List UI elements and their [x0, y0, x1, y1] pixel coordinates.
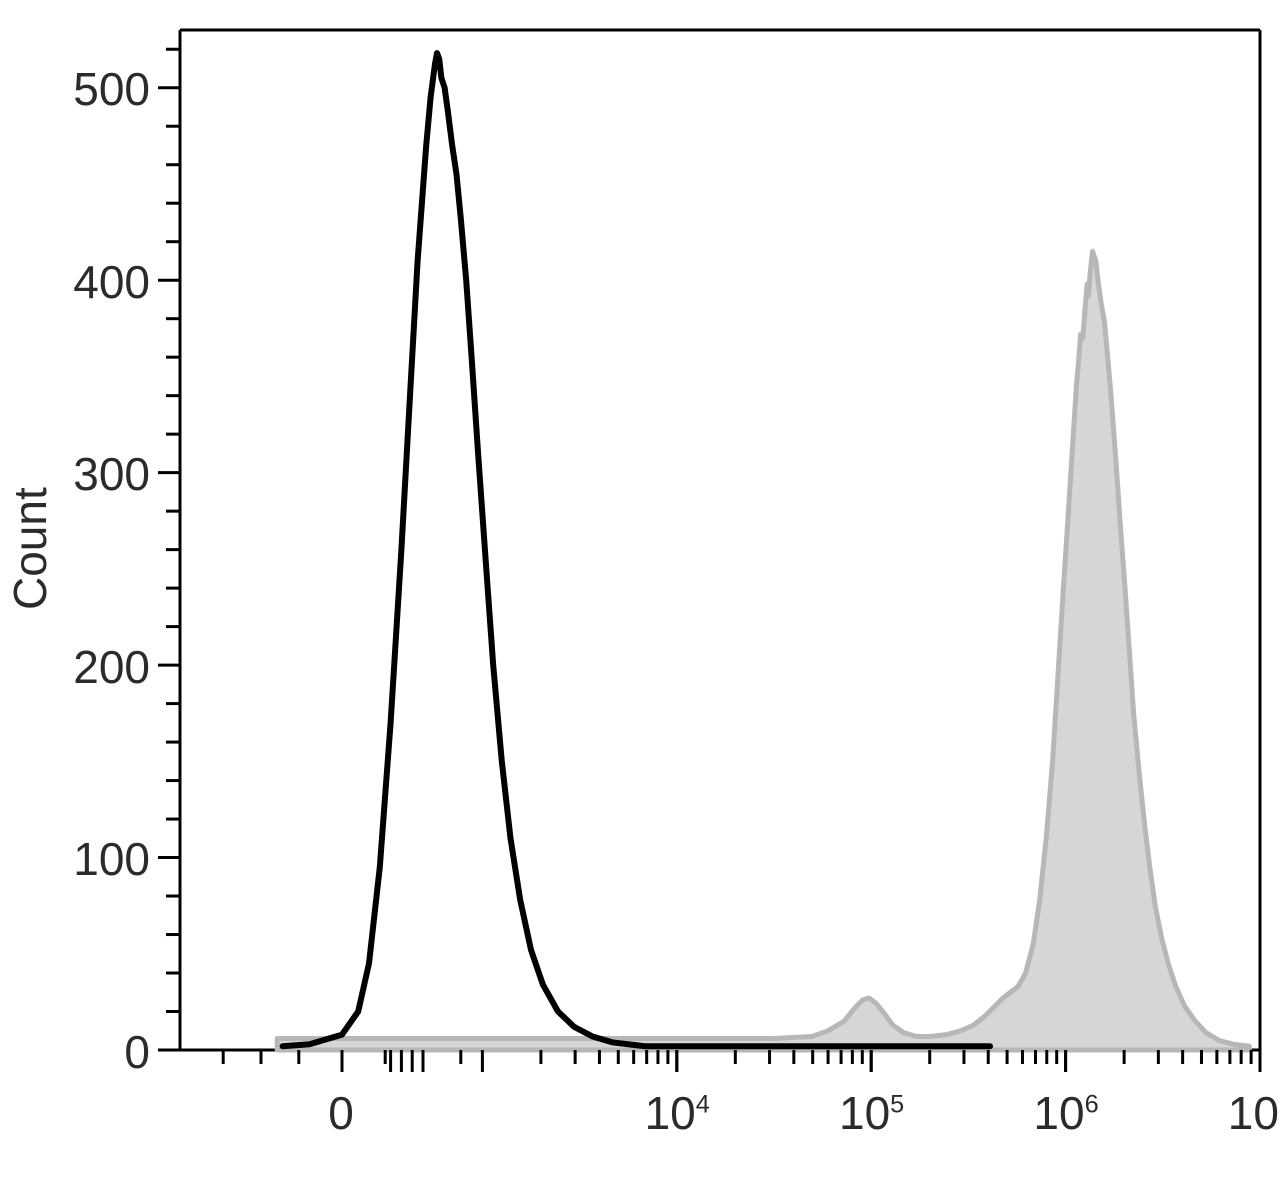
x-tick-label: 104	[645, 1086, 710, 1140]
histogram-svg	[0, 0, 1280, 1198]
y-tick-label: 500	[73, 62, 150, 116]
chart-stage: Count 0 100 200 300 400 500 0 104 105 106 107	[0, 0, 1280, 1198]
y-tick-label: 300	[73, 447, 150, 501]
x-tick-label: 0	[328, 1086, 354, 1140]
x-tick-label: 106	[1033, 1086, 1098, 1140]
y-tick-label: 400	[73, 255, 150, 309]
y-tick-label: 0	[124, 1025, 150, 1079]
x-tick-label: 105	[839, 1086, 904, 1140]
y-tick-label: 100	[73, 832, 150, 886]
y-axis-label: Count	[3, 487, 57, 610]
y-tick-label: 200	[73, 640, 150, 694]
x-tick-label: 107	[1228, 1086, 1280, 1140]
